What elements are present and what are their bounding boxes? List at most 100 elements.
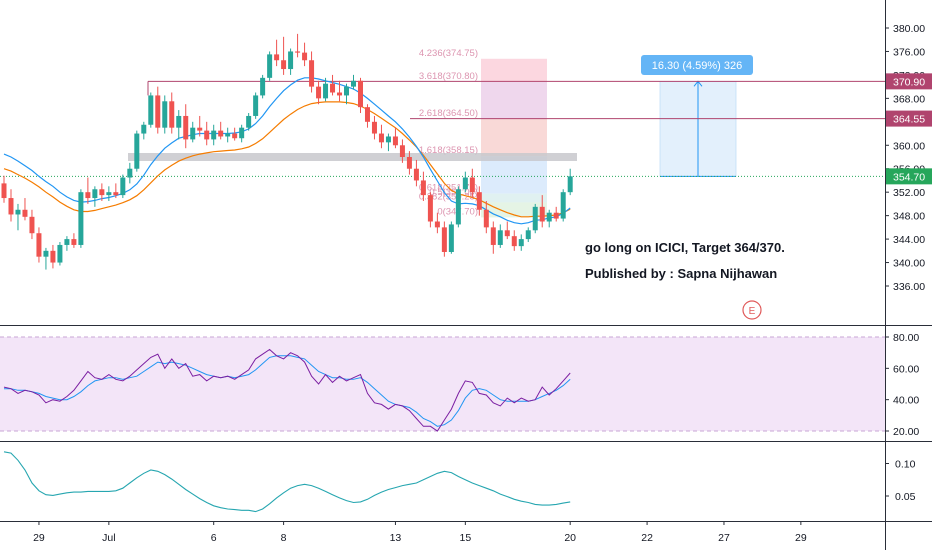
candle-body	[371, 121, 377, 134]
position-label: 16.30 (4.59%) 326	[652, 60, 743, 72]
candle-body	[211, 130, 217, 140]
candle-body	[232, 133, 238, 139]
fib-zone	[481, 58, 547, 82]
candle-body	[532, 206, 538, 231]
time-axis-label: Jul	[102, 532, 115, 544]
candle-body	[351, 80, 356, 87]
candle-body	[483, 209, 489, 228]
rsi-axis-label: 40.00	[893, 395, 919, 407]
candle-body	[274, 54, 280, 61]
candle-body	[337, 92, 343, 96]
candle-body	[553, 212, 559, 219]
price-axis-label: 352.00	[893, 187, 925, 199]
candle-body	[29, 216, 35, 234]
candle-body	[22, 209, 28, 217]
time-axis-label: 8	[281, 532, 287, 544]
candle-body	[323, 83, 329, 99]
candle-body	[406, 157, 412, 169]
candle-body	[99, 189, 105, 196]
position-label-box	[641, 55, 753, 75]
time-axis-label: 29	[795, 532, 807, 544]
publisher-note: Published by : Sapna Nijhawan	[585, 266, 778, 281]
candle-body	[420, 180, 426, 196]
price-tag-box	[886, 168, 932, 185]
rsi-axis-label: 20.00	[893, 426, 919, 438]
candle-body	[85, 192, 91, 199]
candle-body	[309, 60, 315, 87]
candle-body	[288, 51, 294, 70]
fib-zone	[481, 81, 547, 119]
candle-body	[413, 168, 419, 181]
earnings-badge	[742, 300, 762, 320]
fib-level-label: 3.618(370.80)	[419, 71, 478, 82]
candle-body	[560, 192, 566, 219]
candle-body	[462, 177, 468, 190]
time-axis-label: 6	[211, 532, 217, 544]
candle-body	[448, 224, 454, 252]
candle-body	[225, 133, 231, 137]
candle-body	[134, 133, 140, 169]
candle-body	[148, 95, 154, 125]
candle-body	[43, 250, 49, 257]
price-axis-label: 360.00	[893, 140, 925, 152]
fib-level-label: 4.236(374.75)	[419, 48, 478, 59]
candle-body	[455, 189, 461, 225]
candle-body	[344, 86, 350, 96]
candle-body	[127, 168, 133, 178]
candle-body	[162, 101, 168, 128]
candle-body	[546, 212, 552, 222]
candle-body	[385, 136, 391, 143]
candle-body	[141, 124, 147, 134]
candle-body	[357, 80, 363, 108]
ema-fast-line	[3, 77, 571, 225]
candle-body	[113, 192, 119, 196]
price-axis-label: 376.00	[893, 46, 925, 58]
price-tag-box	[886, 110, 932, 127]
candle-body	[504, 230, 510, 237]
candle-body	[316, 86, 322, 99]
time-axis-label: 13	[390, 532, 402, 544]
candle-body	[511, 236, 517, 247]
candle-body	[469, 177, 475, 193]
candle-body	[1, 183, 7, 199]
price-tag-box	[886, 73, 932, 90]
time-axis-label: 20	[564, 532, 576, 544]
osc-axis-label: 0.10	[895, 459, 916, 471]
candle-body	[434, 221, 440, 228]
candle-body	[253, 95, 259, 116]
time-axis-label: 29	[33, 532, 45, 544]
candle-body	[267, 54, 273, 78]
candle-body	[364, 107, 370, 122]
osc-axis-label: 0.05	[895, 491, 916, 503]
price-tag-label: 354.70	[893, 171, 925, 183]
candle-body	[490, 227, 496, 245]
candle-body	[392, 136, 398, 146]
candle-body	[295, 51, 301, 53]
price-axis-label: 336.00	[893, 281, 925, 293]
candle-body	[476, 192, 482, 210]
price-axis-label: 380.00	[893, 23, 925, 35]
candle-body	[169, 101, 175, 128]
candle-body	[197, 127, 203, 131]
price-axis-label: 344.00	[893, 234, 925, 246]
candle-body	[378, 133, 384, 143]
candle-body	[281, 60, 287, 70]
candle-body	[260, 77, 266, 96]
candle-body	[78, 192, 84, 245]
candle-body	[497, 230, 503, 245]
fib-level-label: 1.618(358.15)	[419, 145, 478, 156]
rsi-axis-label: 80.00	[893, 332, 919, 344]
rsi-line	[3, 348, 571, 432]
price-tag-label: 370.90	[893, 76, 925, 88]
candle-body	[176, 115, 182, 128]
candle-body	[190, 127, 196, 140]
candle-body	[64, 239, 70, 245]
time-axis-label: 22	[641, 532, 653, 544]
rsi-axis-label: 60.00	[893, 363, 919, 375]
candle-body	[183, 115, 189, 140]
candle-body	[155, 95, 161, 128]
candle-body	[302, 52, 308, 61]
candle-body	[525, 230, 531, 240]
